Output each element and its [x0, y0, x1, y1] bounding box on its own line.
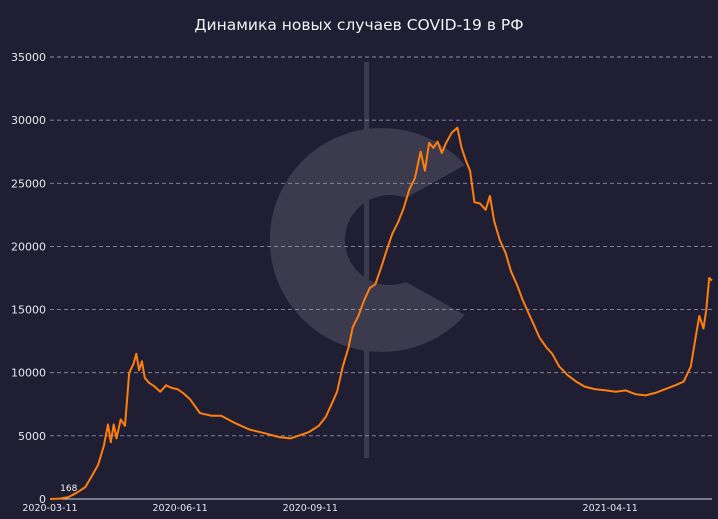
y-tick-label: 35000: [11, 51, 46, 64]
y-axis-ticks: 0 5000 10000 15000 20000 25000 30000 35000: [11, 51, 46, 506]
y-tick-label: 10000: [11, 367, 46, 380]
y-tick-label: 0: [39, 493, 46, 506]
x-tick-label: 2021-04-11: [583, 503, 638, 514]
x-tick-label: 2020-09-11: [283, 503, 338, 514]
x-tick-label: 2020-06-11: [153, 503, 208, 514]
series-line: [49, 126, 713, 500]
y-tick-label: 15000: [11, 304, 46, 317]
annotation-label: 168: [60, 484, 77, 494]
y-tick-label: 25000: [11, 177, 46, 190]
grid-layer: [50, 56, 712, 437]
y-tick-label: 5000: [18, 430, 46, 443]
watermark-logo: [269, 62, 465, 458]
x-tick-label: 2020-03-11: [22, 503, 77, 514]
x-axis-ticks: 2020-03-11 2020-06-11 2020-09-11 2021-04-11: [22, 503, 637, 514]
y-tick-label: 30000: [11, 114, 46, 127]
chart-title: Динамика новых случаев COVID-19 в РФ: [194, 16, 523, 34]
series-layer: [49, 126, 713, 500]
y-tick-label: 20000: [11, 240, 46, 253]
